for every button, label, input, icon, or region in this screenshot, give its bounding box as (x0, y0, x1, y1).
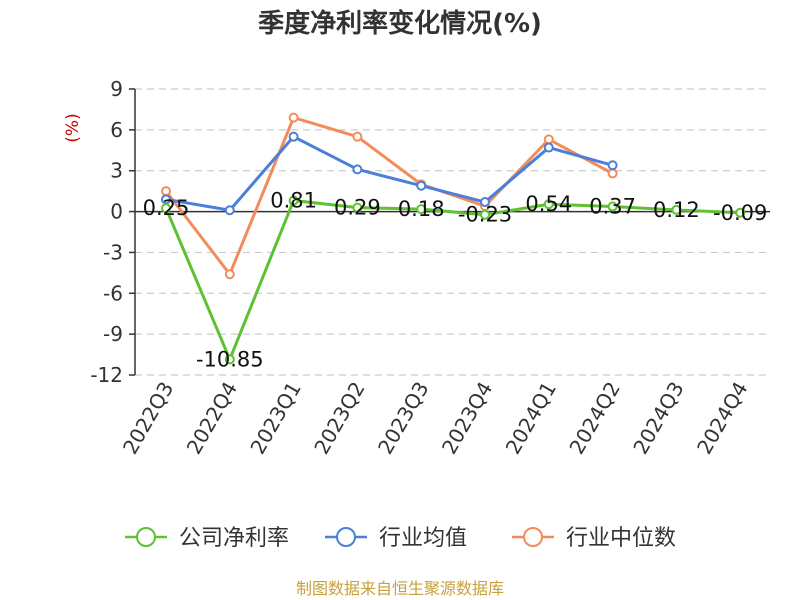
point-company (543, 199, 554, 210)
y-tick-label: 9 (110, 77, 123, 101)
x-tick-label: 2023Q2 (309, 378, 369, 459)
point-industry_median (224, 269, 235, 280)
x-tick-label: 2024Q4 (692, 378, 752, 459)
point-industry_median (288, 112, 299, 123)
legend-item-industry_avg[interactable]: 行业均值 (325, 526, 467, 551)
y-tick-label: 6 (110, 118, 123, 142)
legend-item-company[interactable]: 公司净利率 (125, 526, 289, 551)
point-industry_median (543, 134, 554, 145)
series-line-company (164, 199, 741, 361)
y-tick-label: -3 (103, 240, 123, 264)
point-company (352, 202, 363, 213)
source-note: 制图数据来自恒生聚源数据库 (296, 579, 504, 598)
x-tick-label: 2022Q3 (118, 378, 178, 459)
y-tick-label: 0 (110, 200, 123, 224)
point-company (161, 203, 171, 214)
data-label: 0.25 (143, 196, 190, 220)
point-company (480, 209, 490, 220)
grid-lines (135, 88, 770, 376)
legend-label: 行业中位数 (566, 526, 676, 551)
data-label: -0.23 (458, 203, 512, 227)
point-industry_avg (224, 205, 235, 216)
x-tick-label: 2023Q4 (437, 378, 497, 459)
legend-label: 公司净利率 (179, 526, 289, 551)
point-industry_avg (543, 142, 554, 153)
point-industry_avg (288, 131, 299, 142)
y-tick-label: 3 (110, 159, 123, 183)
point-industry_avg (480, 197, 490, 208)
data-label: 0.37 (589, 195, 636, 219)
data-labels: 0.25 -10.85 0.81 0.29 0.18 -0.23 0.54 0.37 0.12-… (143, 189, 768, 372)
legend-marker (336, 527, 356, 547)
point-company (224, 354, 235, 365)
point-company (735, 207, 746, 218)
x-tick-label: 2024Q2 (564, 378, 624, 459)
data-label: 0.12 (653, 198, 700, 222)
x-tick-label: 2022Q4 (182, 378, 242, 459)
data-label: 0.81 (270, 189, 317, 213)
series-lines (161, 112, 746, 365)
point-company (607, 201, 618, 212)
point-industry_avg (416, 180, 427, 191)
point-industry_median (161, 186, 171, 197)
data-label: 0.54 (525, 192, 572, 216)
x-tick-label: 2023Q3 (373, 378, 433, 459)
point-industry_avg (607, 160, 618, 171)
point-industry_median (607, 168, 618, 179)
point-industry_avg (352, 164, 363, 175)
y-tick-label: -6 (103, 281, 123, 305)
chart-title: 季度净利率变化情况(%) (258, 8, 542, 39)
point-company (671, 204, 682, 215)
x-tick-label: 2023Q1 (245, 378, 305, 459)
point-company (288, 195, 299, 206)
x-tick-label: 2024Q1 (501, 378, 561, 459)
y-axis-label: (%) (63, 113, 83, 142)
data-label: 0.18 (398, 197, 445, 221)
legend-marker (136, 527, 156, 547)
legend-item-industry_median[interactable]: 行业中位数 (512, 526, 676, 551)
legend-marker (523, 527, 543, 547)
series-line-industry_avg (165, 135, 614, 212)
y-tick-label: -12 (90, 363, 123, 387)
legend-label: 行业均值 (379, 526, 467, 551)
data-label: -10.85 (196, 347, 264, 371)
point-industry_median (352, 131, 363, 142)
data-label: 0.29 (334, 196, 381, 220)
y-tick-label: -9 (103, 322, 123, 346)
legend[interactable]: 公司净利率 行业均值 行业中位数 (125, 526, 676, 551)
point-company (416, 204, 427, 215)
data-label: -0.09 (713, 201, 767, 225)
x-tick-label: 2024Q3 (628, 378, 688, 459)
series-line-industry_median (164, 116, 614, 276)
